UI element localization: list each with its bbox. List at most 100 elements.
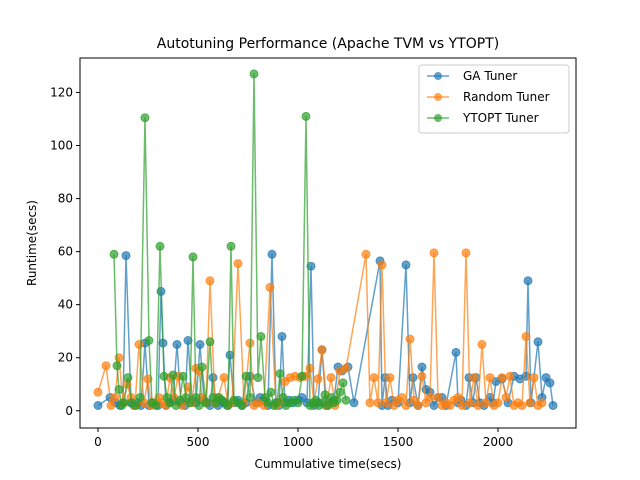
data-point [338, 378, 348, 388]
data-point [178, 371, 188, 381]
chart-title: Autotuning Performance (Apache TVM vs YT… [157, 36, 499, 52]
data-point [188, 252, 198, 262]
data-point [93, 387, 103, 397]
data-point [361, 249, 371, 259]
data-point [135, 393, 145, 402]
data-point [545, 378, 555, 388]
x-axis-ticks: 0 500 1000 1500 2000 [94, 428, 513, 449]
data-point [525, 398, 535, 408]
data-point [529, 373, 539, 383]
y-tick-label: 80 [58, 192, 73, 206]
data-point [109, 249, 119, 259]
legend-marker [434, 93, 442, 101]
data-point [223, 401, 233, 410]
data-point [469, 373, 479, 383]
data-point [313, 374, 323, 384]
data-point [144, 336, 154, 345]
legend: GA Tuner Random Tuner YTOPT Tuner [418, 64, 570, 134]
data-point [381, 398, 391, 408]
data-point [245, 393, 255, 402]
data-point [505, 371, 515, 381]
x-tick-label: 1000 [283, 435, 314, 449]
data-point [277, 332, 287, 341]
data-point [517, 401, 527, 410]
data-point [429, 401, 439, 410]
data-point [121, 251, 131, 261]
legend-label: GA Tuner [463, 69, 517, 83]
y-tick-label: 20 [58, 351, 73, 365]
data-point [401, 401, 411, 410]
data-point [106, 401, 116, 410]
data-point [341, 395, 351, 405]
data-point [143, 374, 153, 384]
data-point [241, 371, 251, 381]
y-tick-label: 0 [65, 404, 73, 418]
data-point [481, 398, 491, 408]
data-point [233, 259, 243, 269]
x-axis-label: Cummulative time(secs) [255, 457, 402, 471]
data-point [101, 361, 111, 371]
data-point [465, 398, 475, 408]
data-point [349, 398, 359, 408]
data-point [114, 385, 124, 394]
data-point [433, 393, 443, 402]
data-point [191, 393, 201, 402]
data-point [326, 373, 336, 383]
data-point [493, 398, 503, 408]
series-ytopt-tuner [109, 69, 351, 410]
data-point [168, 370, 178, 380]
data-point [385, 373, 395, 383]
legend-marker [434, 114, 442, 122]
data-point [425, 393, 435, 402]
data-point [265, 282, 275, 292]
data-point [332, 395, 342, 405]
data-point [477, 340, 487, 349]
data-point [267, 249, 277, 259]
data-point [401, 260, 411, 270]
data-point [301, 111, 311, 121]
y-tick-label: 60 [58, 245, 73, 259]
data-point [405, 334, 415, 344]
data-point [112, 361, 122, 371]
data-point [341, 363, 351, 373]
data-point [134, 340, 144, 349]
legend-entry: YTOPT Tuner [427, 111, 539, 125]
data-point [523, 276, 533, 286]
data-point [457, 401, 467, 410]
data-point [110, 393, 120, 402]
data-point [413, 401, 423, 410]
legend-box [418, 64, 570, 134]
x-tick-label: 2000 [483, 435, 514, 449]
plot-frame [79, 57, 577, 429]
data-point [237, 401, 247, 410]
x-tick-label: 0 [94, 435, 102, 449]
legend-marker [434, 72, 442, 80]
data-point [205, 337, 215, 347]
data-point [365, 398, 375, 408]
data-point [205, 276, 215, 286]
data-point [155, 241, 165, 251]
data-point [172, 340, 182, 349]
data-point [521, 332, 531, 341]
legend-entry: Random Tuner [427, 90, 550, 104]
y-tick-label: 100 [50, 139, 73, 153]
data-point [272, 398, 282, 408]
data-point [201, 398, 211, 408]
data-point [548, 401, 558, 410]
data-point [119, 398, 129, 408]
data-point [93, 401, 103, 410]
data-point [429, 248, 439, 258]
data-point [208, 373, 218, 383]
data-point [417, 371, 427, 381]
y-tick-label: 40 [58, 298, 73, 312]
series-layer [93, 69, 558, 410]
legend-label: YTOPT Tuner [462, 111, 539, 125]
data-point [185, 398, 195, 408]
data-point [537, 398, 547, 408]
data-point [473, 401, 483, 410]
data-point [497, 373, 507, 383]
data-point [123, 373, 133, 383]
data-point [485, 373, 495, 383]
data-point [266, 387, 276, 397]
data-point [451, 347, 461, 357]
